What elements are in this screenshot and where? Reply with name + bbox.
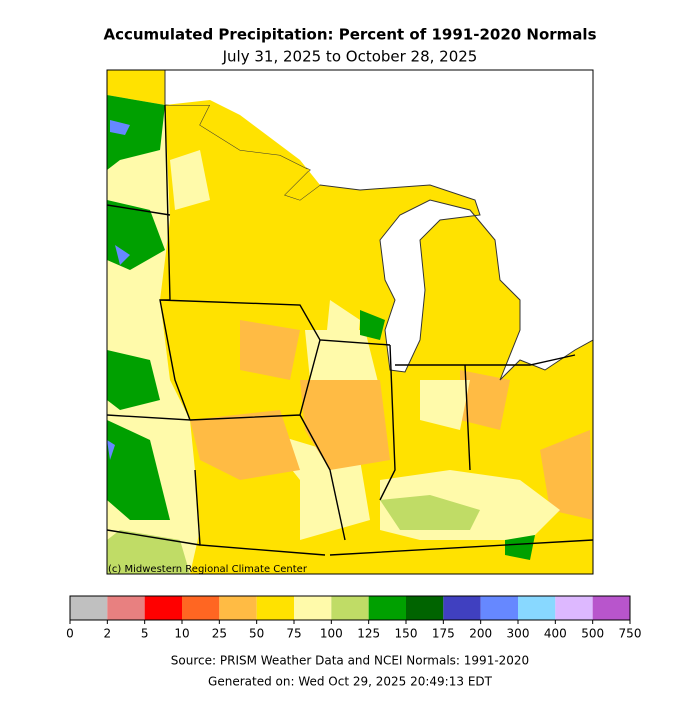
- colorbar-frame: [69, 595, 631, 621]
- map-credit: (c) Midwestern Regional Climate Center: [108, 564, 308, 575]
- colorbar-tick-label: 400: [544, 627, 567, 641]
- colorbar-tick-label: 5: [141, 627, 149, 641]
- colorbar-bin: [480, 596, 518, 620]
- map-frame: [106, 69, 594, 575]
- map: (c) Midwestern Regional Climate Center: [106, 69, 594, 575]
- colorbar-bin: [443, 596, 481, 620]
- colorbar-tick-label: 2: [104, 627, 112, 641]
- region-yellowgreen: [107, 495, 480, 574]
- colorbar: 0 2 5 10 25 50 75 100 125 150 175 200 300 400 500 750: [66, 595, 642, 641]
- colorbar-bin: [331, 596, 369, 620]
- colorbar-tick-label: 50: [249, 627, 264, 641]
- colorbar-bin: [368, 596, 406, 620]
- colorbar-bin: [256, 596, 294, 620]
- colorbar-tick-label: 125: [357, 627, 380, 641]
- region-light: [170, 150, 380, 540]
- region-green: [360, 310, 535, 560]
- colorbar-bin: [219, 596, 257, 620]
- title: Accumulated Precipitation: Percent of 19…: [103, 26, 596, 44]
- colorbar-tick-label: 0: [66, 627, 74, 641]
- colorbar-tick-label: 300: [507, 627, 530, 641]
- arrowhead: [165, 100, 320, 200]
- colorbar-tick-label: 200: [469, 627, 492, 641]
- colorbar-bin: [518, 596, 556, 620]
- colorbar-tick-label: 500: [581, 627, 604, 641]
- colorbar-tick-label: 75: [286, 627, 301, 641]
- region-green: [107, 95, 170, 520]
- colorbar-bin: [592, 596, 630, 620]
- colorbar-tick-label: 150: [395, 627, 418, 641]
- colorbar-tick-label: 10: [174, 627, 189, 641]
- colorbar-tick-label: 25: [212, 627, 227, 641]
- colorbar-tick-label: 175: [432, 627, 455, 641]
- colorbar-bin: [555, 596, 593, 620]
- colorbar-bin: [406, 596, 444, 620]
- colorbar-bin: [70, 596, 108, 620]
- colorbar-bin: [182, 596, 220, 620]
- subtitle: July 31, 2025 to October 28, 2025: [222, 48, 478, 66]
- colorbar-tick-label: 750: [619, 627, 642, 641]
- state-borders: [107, 104, 593, 556]
- colorbar-bin: [107, 596, 145, 620]
- generated: Generated on: Wed Oct 29, 2025 20:49:13 …: [208, 675, 493, 689]
- colorbar-bin: [294, 596, 332, 620]
- region-orange: [190, 320, 593, 520]
- colorbar-bin: [144, 596, 182, 620]
- colorbar-tick-label: 100: [320, 627, 343, 641]
- source: Source: PRISM Weather Data and NCEI Norm…: [171, 654, 529, 668]
